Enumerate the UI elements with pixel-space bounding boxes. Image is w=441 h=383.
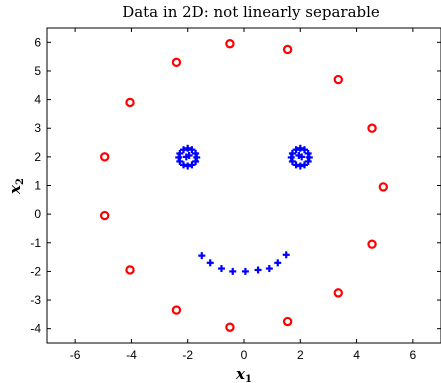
plus-point bbox=[287, 153, 295, 161]
x-tick-label: 0 bbox=[241, 348, 248, 362]
y-tick-label: 2 bbox=[34, 150, 41, 164]
plus-point bbox=[292, 161, 300, 169]
y-tick-label: -1 bbox=[30, 236, 41, 250]
y-axis-label: x2 bbox=[6, 178, 26, 195]
plus-point bbox=[175, 153, 183, 161]
plus-point bbox=[188, 146, 196, 154]
plus-point bbox=[179, 146, 187, 154]
circle-point bbox=[125, 265, 135, 275]
y-tick-label: -3 bbox=[30, 293, 41, 307]
circle-point bbox=[171, 305, 182, 315]
plus-point bbox=[206, 259, 214, 267]
axis-ticks: -6 -4 -2 0 2 4 6 -4 -3 -2 -1 0 1 2 3 4 5 6 bbox=[30, 28, 441, 362]
circle-point bbox=[225, 322, 235, 332]
plus-point bbox=[265, 265, 273, 273]
plus-point bbox=[282, 251, 290, 259]
plot-area bbox=[46, 27, 441, 344]
plus-point bbox=[217, 265, 225, 273]
y-axis-label-text: x bbox=[6, 184, 24, 195]
plus-point bbox=[288, 157, 296, 165]
circle-point bbox=[125, 97, 135, 108]
plus-point bbox=[296, 144, 304, 152]
plus-point bbox=[185, 151, 193, 159]
plus-point bbox=[301, 146, 309, 154]
x-axis-label-text: x bbox=[235, 365, 246, 383]
plus-point bbox=[229, 267, 237, 275]
plus-point bbox=[241, 267, 249, 275]
x-tick-label: -2 bbox=[182, 348, 193, 362]
y-tick-label: -2 bbox=[30, 264, 41, 278]
y-tick-label: 0 bbox=[34, 207, 41, 221]
chart-title: Data in 2D: not linearly separable bbox=[122, 3, 380, 21]
circle-point bbox=[378, 182, 389, 192]
circle-point bbox=[171, 57, 182, 68]
circle-point bbox=[333, 288, 343, 298]
plus-point bbox=[288, 149, 296, 157]
x-tick-label: 6 bbox=[410, 348, 417, 362]
circle-point bbox=[282, 316, 293, 327]
plus-point bbox=[184, 162, 192, 170]
circle-point bbox=[333, 74, 343, 85]
circle-point bbox=[225, 39, 235, 49]
x-tick-label: 2 bbox=[297, 348, 304, 362]
y-tick-label: 4 bbox=[34, 93, 41, 107]
plus-point bbox=[274, 259, 282, 267]
plus-point bbox=[295, 151, 303, 159]
plus-point bbox=[304, 149, 312, 157]
y-tick-label: -4 bbox=[30, 322, 41, 336]
plus-point bbox=[304, 157, 312, 165]
y-axis-label-subscript: 2 bbox=[15, 178, 26, 185]
plus-point bbox=[192, 157, 200, 165]
plus-point bbox=[296, 162, 304, 170]
circle-point bbox=[99, 210, 110, 221]
plus-point bbox=[198, 252, 206, 260]
plus-point bbox=[192, 149, 200, 157]
y-tick-label: 6 bbox=[34, 35, 41, 49]
x-axis-label: x1 bbox=[235, 365, 252, 383]
y-tick-label: 3 bbox=[34, 121, 41, 135]
plus-point bbox=[176, 157, 184, 165]
plus-point bbox=[193, 153, 201, 161]
x-tick-label: -4 bbox=[126, 348, 137, 362]
data-points bbox=[99, 39, 389, 332]
plus-point bbox=[301, 161, 309, 169]
circle-point bbox=[99, 152, 110, 162]
plus-point bbox=[292, 146, 300, 154]
circle-point bbox=[367, 123, 377, 133]
circle-point bbox=[367, 239, 377, 249]
x-tick-label: 4 bbox=[353, 348, 360, 362]
y-tick-label: 1 bbox=[34, 179, 41, 193]
plus-point bbox=[179, 161, 187, 169]
plus-point bbox=[184, 144, 192, 152]
circle-point bbox=[282, 44, 293, 55]
plus-point bbox=[305, 153, 313, 161]
x-tick-label: -6 bbox=[70, 348, 81, 362]
plus-point bbox=[176, 149, 184, 157]
y-tick-label: 5 bbox=[34, 64, 41, 78]
x-axis-label-subscript: 1 bbox=[245, 374, 252, 383]
plus-point bbox=[254, 266, 262, 274]
plus-point bbox=[188, 161, 196, 169]
